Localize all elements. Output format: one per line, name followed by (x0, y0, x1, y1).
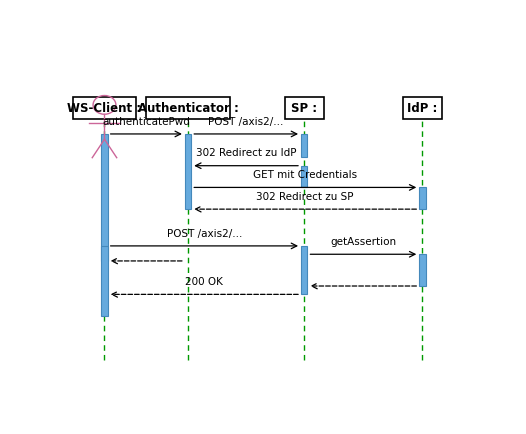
Bar (101, 134, 108, 261)
Bar (301, 166, 308, 187)
Text: SP :: SP : (291, 102, 317, 115)
Bar (285, 97, 323, 119)
Bar (185, 134, 191, 209)
Bar (419, 254, 426, 286)
Text: WS-Client :: WS-Client : (67, 102, 141, 115)
Bar (403, 97, 442, 119)
Text: 302 Redirect zu SP: 302 Redirect zu SP (257, 192, 354, 202)
Bar (301, 134, 308, 158)
Text: getAssertion: getAssertion (330, 237, 397, 247)
Bar (73, 97, 136, 119)
Text: IdP :: IdP : (407, 102, 438, 115)
Text: Authenticator :: Authenticator : (138, 102, 238, 115)
Text: 302 Redirect zu IdP: 302 Redirect zu IdP (196, 148, 296, 158)
Text: 200 OK: 200 OK (185, 277, 224, 287)
Bar (101, 246, 108, 316)
Text: GET mit Credentials: GET mit Credentials (253, 170, 357, 180)
Bar (301, 246, 308, 294)
Text: POST /axis2/...: POST /axis2/... (208, 117, 284, 127)
Bar (146, 97, 230, 119)
Text: authenticatePwd: authenticatePwd (103, 117, 190, 127)
Bar (419, 187, 426, 209)
Text: POST /axis2/...: POST /axis2/... (167, 229, 242, 239)
